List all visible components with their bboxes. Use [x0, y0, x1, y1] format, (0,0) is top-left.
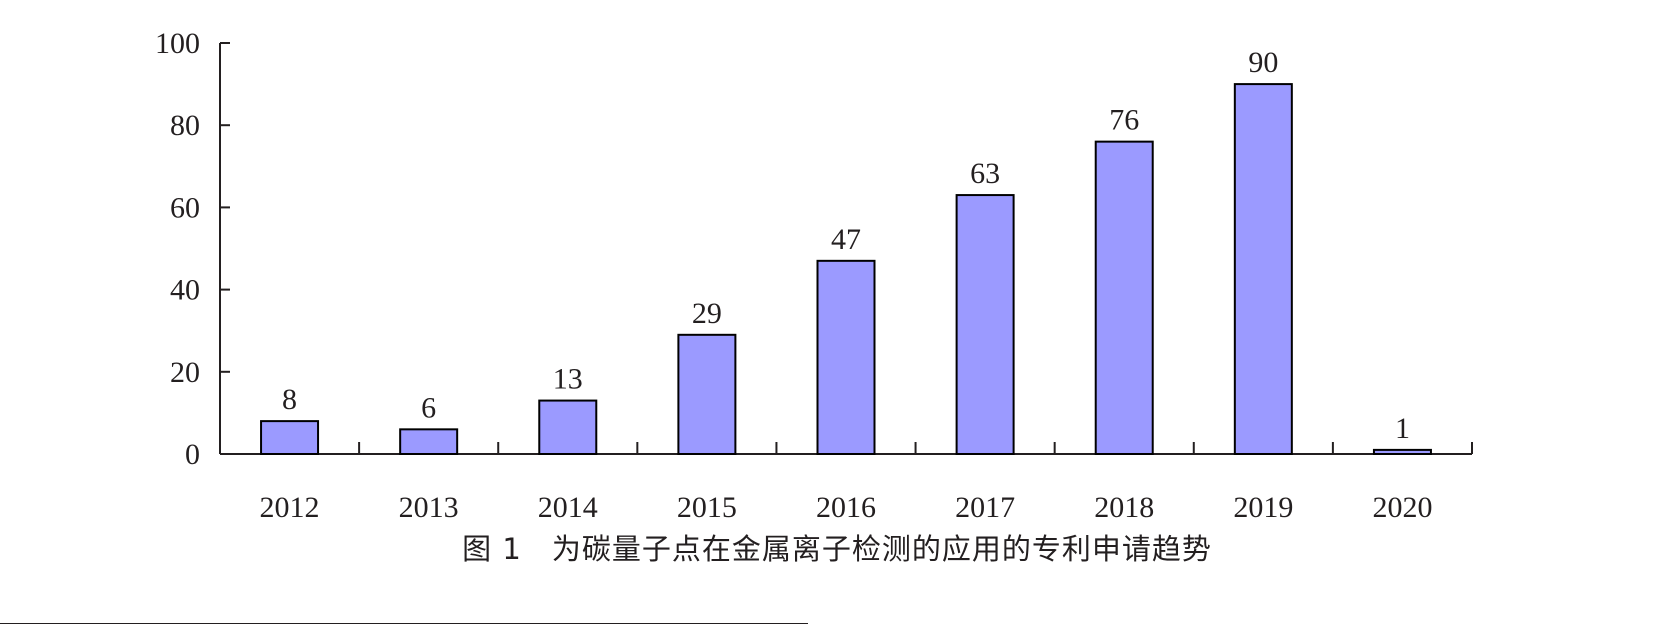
- bar-2019: [1233, 83, 1293, 455]
- x-tick-label: 2018: [1094, 491, 1154, 524]
- footnote-divider: [0, 623, 808, 624]
- bar-2014: [538, 399, 598, 456]
- data-label: 90: [1248, 46, 1278, 79]
- figure-caption: 图 1 为碳量子点在金属离子检测的应用的专利申请趋势: [462, 532, 1212, 566]
- chart-labels: 0 20 40 60 80 100 2012 8 2013 6 2014 13 2015 29 2016 47…: [155, 27, 1432, 524]
- data-label: 6: [421, 391, 436, 424]
- bar-2012: [260, 420, 320, 455]
- x-tick-label: 2015: [677, 491, 737, 524]
- bar-2013: [399, 428, 459, 455]
- x-tick-label: 2014: [538, 491, 598, 524]
- y-tick-label: 40: [170, 274, 200, 307]
- x-tick-label: 2013: [399, 491, 459, 524]
- data-label: 8: [282, 383, 297, 416]
- y-tick-label: 100: [155, 27, 200, 60]
- x-tick-label: 2020: [1372, 491, 1432, 524]
- y-tick-label: 0: [185, 438, 200, 471]
- data-label: 29: [692, 297, 722, 330]
- y-tick-label: 60: [170, 191, 200, 224]
- x-tick-label: 2012: [260, 491, 320, 524]
- bar-2015: [677, 333, 737, 455]
- bar-2017: [955, 194, 1015, 455]
- bar-2020: [1372, 448, 1432, 456]
- bar-2018: [1094, 140, 1154, 455]
- data-label: 1: [1395, 412, 1410, 445]
- data-label: 47: [831, 223, 861, 256]
- x-tick-label: 2016: [816, 491, 876, 524]
- data-label: 76: [1109, 104, 1139, 137]
- x-tick-label: 2019: [1233, 491, 1293, 524]
- y-tick-label: 80: [170, 109, 200, 142]
- x-tick-label: 2017: [955, 491, 1015, 524]
- bar-chart: 0 20 40 60 80 100 2012 8 2013 6 2014 13 2015 29 2016 47…: [155, 27, 1473, 524]
- bar-2016: [816, 259, 876, 455]
- data-label: 13: [553, 363, 583, 396]
- data-label: 63: [970, 157, 1000, 190]
- chart-bars: [260, 83, 1432, 456]
- y-tick-label: 20: [170, 356, 200, 389]
